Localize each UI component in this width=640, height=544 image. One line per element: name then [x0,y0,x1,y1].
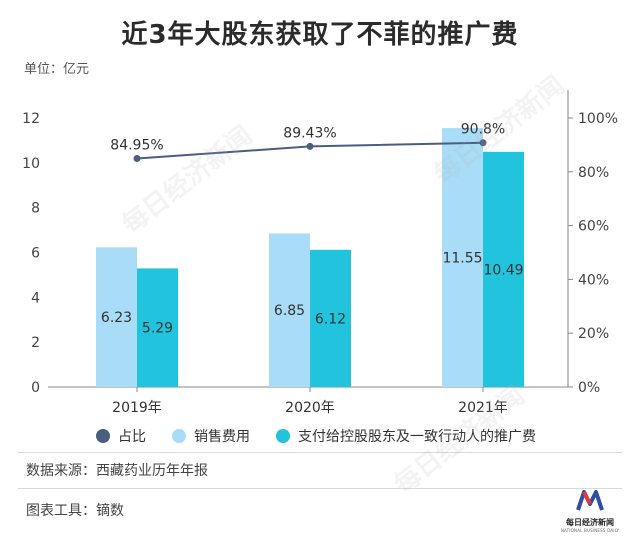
bar [310,249,351,387]
legend-swatch-ratio [96,429,110,443]
left-tick-label: 8 [31,201,40,217]
legend-label-sales-expense: 销售费用 [194,429,250,445]
right-tick-label: 60% [578,219,609,235]
left-tick-label: 12 [22,111,40,127]
legend: 占比 销售费用 支付给控股股东及一致行动人的推广费 [96,426,562,446]
bar [137,268,178,387]
data-source: 数据来源：西藏药业历年年报 [26,463,208,479]
chart-tool: 图表工具：镝数 [26,503,124,519]
bar [269,233,310,387]
chart-canvas: 0 2 4 6 8 10 12 0% 20% 40% 60% 80% 100% 2019年 6.23 5.29… [22,90,618,416]
x-tick-label: 2020年 [285,400,335,416]
legend-label-ratio: 占比 [118,429,146,445]
right-tick-label: 100% [578,111,618,127]
bar-value-label: 5.29 [142,321,173,337]
line-point [479,139,487,147]
bar-value-label: 6.85 [274,303,305,319]
legend-label-promotion-fee: 支付给控股股东及一致行动人的推广费 [298,429,536,445]
legend-swatch-promotion-fee [276,429,290,443]
left-tick-label: 2 [31,335,40,351]
brand-logo-subtitle: NATIONAL BUSINESS DAILY [560,528,620,533]
bar-value-label: 10.49 [483,262,523,278]
line-value-label: 84.95% [110,137,163,153]
left-tick-label: 6 [31,246,40,262]
legend-swatch-sales-expense [172,429,186,443]
bar [483,151,524,387]
divider-bottom [18,488,622,489]
bar-value-label: 6.23 [101,310,132,326]
bar [442,128,483,387]
left-tick-label: 0 [31,380,40,396]
right-tick-label: 80% [578,165,609,181]
legend-item-sales-expense: 销售费用 [172,426,250,446]
x-tick-label: 2021年 [458,400,508,416]
bar [96,247,137,387]
line-value-label: 90.8% [461,122,505,138]
legend-item-ratio: 占比 [96,426,146,446]
brand-logo: 每日经济新闻 NATIONAL BUSINESS DAILY [560,490,620,538]
chart-title: 近3年大股东获取了不菲的推广费 [121,20,519,50]
line-value-label: 89.43% [283,125,336,141]
legend-item-promotion-fee: 支付给控股股东及一致行动人的推广费 [276,426,536,446]
brand-logo-icon [576,490,604,511]
right-tick-label: 20% [578,326,609,342]
brand-logo-name: 每日经济新闻 [566,518,614,527]
line-point [306,142,314,150]
right-tick-label: 0% [578,380,600,396]
x-tick-label: 2019年 [112,400,162,416]
right-tick-label: 40% [578,272,609,288]
line-point [133,154,141,162]
left-tick-label: 4 [31,290,40,306]
divider-top [18,452,622,453]
unit-label: 单位：亿元 [24,62,90,77]
bar-value-label: 6.12 [315,311,346,327]
left-tick-label: 10 [22,156,40,172]
bar-value-label: 11.55 [442,251,482,267]
